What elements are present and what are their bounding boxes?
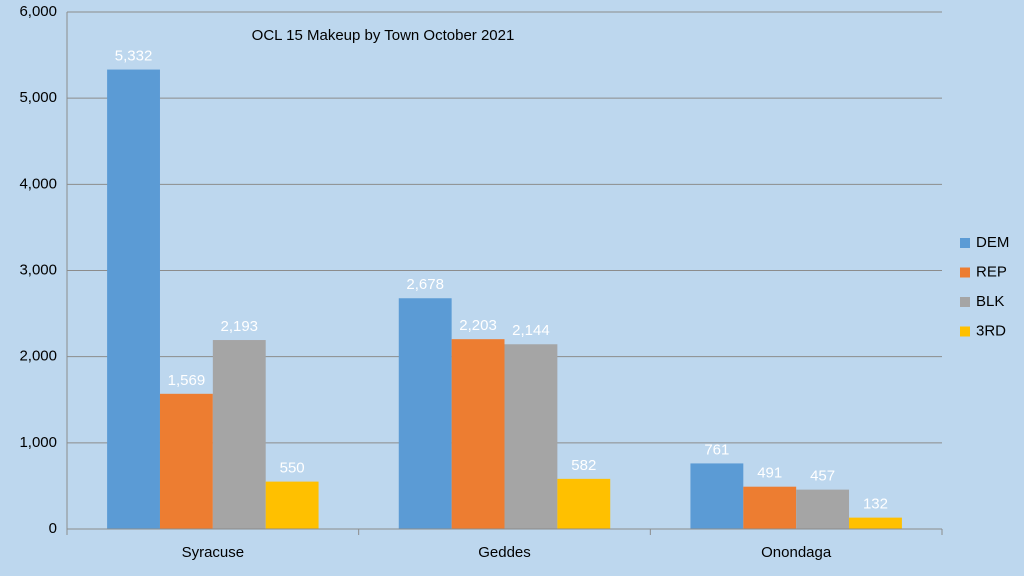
legend-swatch [960,238,970,248]
legend-label: DEM [976,234,1009,251]
legend-label: REP [976,263,1007,280]
value-label: 2,193 [220,318,258,335]
y-tick-label: 6,000 [19,3,57,20]
bar [212,340,266,529]
value-label: 2,144 [512,322,550,339]
y-tick-label: 5,000 [19,89,57,106]
x-tick-label: Syracuse [182,544,245,561]
legend-label: BLK [976,293,1004,310]
legend-label: 3RD [976,322,1006,339]
legend-swatch [960,326,970,337]
legend-swatch [960,297,970,307]
value-label: 2,678 [406,276,444,293]
value-label: 5,332 [115,48,153,65]
bar [451,339,505,529]
value-label: 761 [704,441,729,458]
bar [107,69,160,530]
value-label: 550 [280,460,305,477]
bar [159,393,213,529]
y-tick-label: 3,000 [19,261,57,278]
y-tick-label: 0 [49,520,57,537]
value-label: 1,569 [168,372,206,389]
chart-title: OCL 15 Makeup by Town October 2021 [252,27,515,44]
bar [265,481,319,529]
x-tick-label: Onondaga [761,544,832,561]
bar [504,344,558,529]
y-tick-label: 1,000 [19,434,57,451]
bar [849,517,902,529]
y-tick-label: 2,000 [19,348,57,365]
bar [796,489,850,529]
legend-swatch [960,267,970,278]
bar [743,486,797,529]
bar [398,298,452,529]
bar [557,478,611,529]
bar [690,463,744,529]
value-label: 132 [863,496,888,513]
value-label: 2,203 [459,317,497,334]
y-tick-label: 4,000 [19,175,57,192]
x-tick-label: Geddes [478,544,531,561]
value-label: 582 [571,457,596,474]
value-label: 457 [810,468,835,485]
value-label: 491 [757,465,782,482]
